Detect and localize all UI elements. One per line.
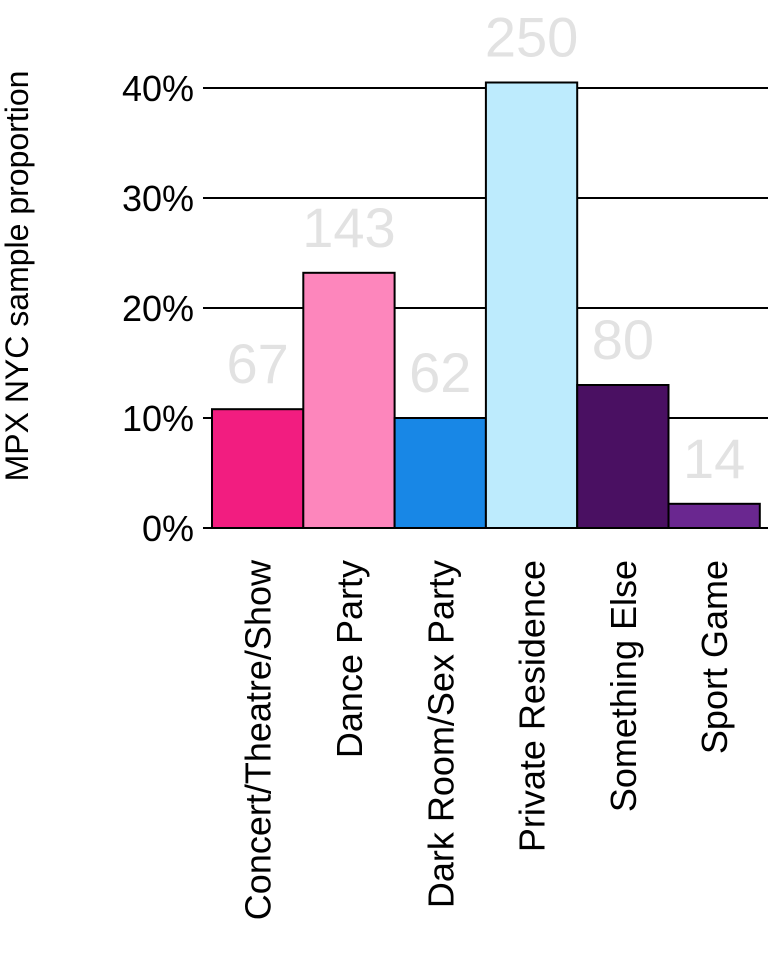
count-label: 80	[592, 308, 654, 371]
y-tick-label: 30%	[122, 178, 194, 219]
x-tick-label: Sport Game	[694, 560, 735, 754]
x-tick-label: Dark Room/Sex Party	[420, 560, 461, 908]
count-label: 62	[409, 341, 471, 404]
x-tick-labels: Concert/Theatre/Show Dance Party Dark Room…	[238, 559, 736, 920]
y-tick-label: 0%	[142, 508, 194, 549]
bars	[211, 81, 761, 530]
bar	[211, 408, 305, 530]
y-tick-labels: 0% 10% 20% 30% 40%	[122, 68, 194, 549]
x-tick-label: Concert/Theatre/Show	[238, 559, 279, 920]
y-tick-label: 20%	[122, 288, 194, 329]
count-label: 67	[227, 332, 289, 395]
bar	[667, 502, 761, 529]
count-label: 143	[302, 196, 395, 259]
bar	[393, 417, 487, 529]
x-tick-label: Dance Party	[329, 560, 370, 758]
y-axis-label: MPX NYC sample proportion	[0, 71, 35, 482]
bar	[484, 81, 579, 529]
count-label: 250	[485, 6, 578, 69]
count-label: 14	[683, 427, 745, 490]
count-labels: 67 143 62 250 80 14	[227, 6, 746, 490]
y-tick-label: 40%	[122, 68, 194, 109]
x-tick-label: Something Else	[603, 560, 644, 812]
bar	[576, 384, 670, 529]
y-tick-label: 10%	[122, 398, 194, 439]
x-tick-label: Private Residence	[512, 560, 553, 852]
bar	[302, 271, 396, 529]
